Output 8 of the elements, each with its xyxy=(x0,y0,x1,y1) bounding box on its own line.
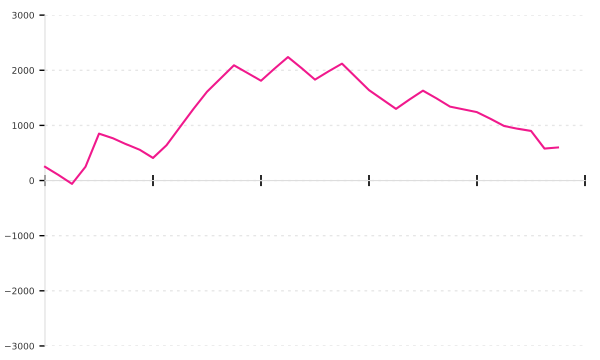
y-tick-label: −3000 xyxy=(5,342,34,350)
y-tick-label: −1000 xyxy=(5,232,34,240)
line-series xyxy=(44,56,560,185)
y-tick-label: 2000 xyxy=(12,66,34,74)
y-tick-label: −2000 xyxy=(5,288,34,294)
y-tick-label: 3000 xyxy=(12,12,34,19)
y-tick-label: 1000 xyxy=(12,122,34,129)
y-tick-label: 0 xyxy=(29,177,34,184)
